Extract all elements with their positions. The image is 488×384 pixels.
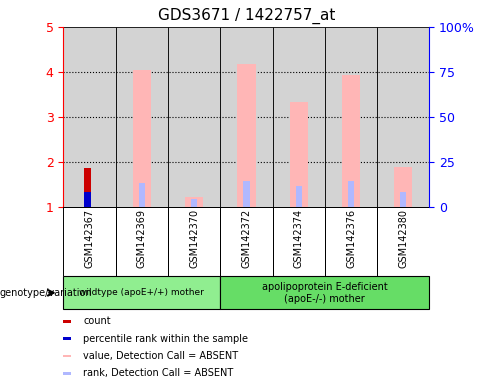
Bar (377, 207, 429, 276)
Text: wildtype (apoE+/+) mother: wildtype (apoE+/+) mother (80, 288, 204, 297)
Text: GSM142370: GSM142370 (189, 209, 199, 268)
Text: GSM142374: GSM142374 (294, 209, 304, 268)
Text: GSM142369: GSM142369 (137, 209, 147, 268)
Bar (133, 70, 151, 207)
Text: rank, Detection Call = ABSENT: rank, Detection Call = ABSENT (83, 368, 233, 378)
Bar (325, 207, 377, 276)
Text: GSM142376: GSM142376 (346, 209, 356, 268)
Text: genotype/variation: genotype/variation (0, 288, 93, 298)
Text: value, Detection Call = ABSENT: value, Detection Call = ABSENT (83, 351, 238, 361)
Bar (237, 64, 256, 207)
Bar (63, 276, 220, 309)
Bar (168, 207, 220, 276)
Bar (273, 27, 325, 207)
Title: GDS3671 / 1422757_at: GDS3671 / 1422757_at (158, 8, 335, 24)
Bar (84, 168, 91, 207)
Text: percentile rank within the sample: percentile rank within the sample (83, 334, 248, 344)
Bar (289, 102, 308, 207)
Bar (63, 320, 71, 323)
Bar (63, 337, 71, 340)
Bar (342, 75, 360, 207)
Bar (348, 181, 354, 207)
Text: GSM142367: GSM142367 (84, 209, 95, 268)
Bar (400, 192, 407, 207)
Bar (139, 182, 145, 207)
Text: GSM142380: GSM142380 (398, 209, 408, 268)
Text: apolipoprotein E-deficient
(apoE-/-) mother: apolipoprotein E-deficient (apoE-/-) mot… (262, 282, 388, 304)
Bar (63, 27, 116, 207)
Bar (220, 207, 273, 276)
Bar (191, 199, 197, 207)
Bar (63, 207, 116, 276)
Bar (185, 197, 203, 207)
Bar (63, 354, 71, 358)
Bar (325, 27, 377, 207)
Text: GSM142372: GSM142372 (242, 209, 251, 268)
Bar (377, 27, 429, 207)
Bar (244, 181, 249, 207)
Bar (168, 27, 220, 207)
Bar (273, 207, 325, 276)
Bar (63, 372, 71, 375)
Bar (220, 276, 429, 309)
Bar (394, 167, 412, 207)
Bar (116, 207, 168, 276)
Bar (84, 192, 91, 207)
Text: count: count (83, 316, 111, 326)
Bar (220, 27, 273, 207)
Bar (116, 27, 168, 207)
Bar (296, 186, 302, 207)
